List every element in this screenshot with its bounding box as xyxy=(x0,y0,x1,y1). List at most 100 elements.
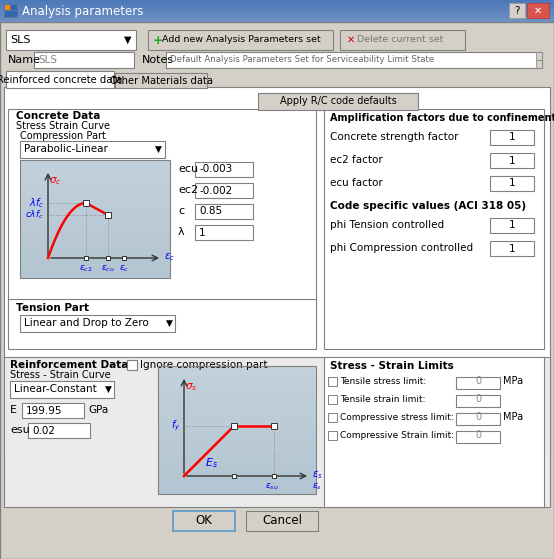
Text: $c\lambda f_c$: $c\lambda f_c$ xyxy=(25,209,44,221)
FancyBboxPatch shape xyxy=(20,187,170,188)
Text: Compression Part: Compression Part xyxy=(20,131,106,141)
FancyBboxPatch shape xyxy=(20,257,170,258)
FancyBboxPatch shape xyxy=(0,15,554,16)
FancyBboxPatch shape xyxy=(158,369,316,370)
FancyBboxPatch shape xyxy=(20,189,170,190)
FancyBboxPatch shape xyxy=(158,442,316,443)
FancyBboxPatch shape xyxy=(158,455,316,456)
FancyBboxPatch shape xyxy=(158,421,316,422)
FancyBboxPatch shape xyxy=(6,30,136,50)
FancyBboxPatch shape xyxy=(158,409,316,410)
FancyBboxPatch shape xyxy=(158,420,316,421)
FancyBboxPatch shape xyxy=(0,20,554,21)
FancyBboxPatch shape xyxy=(20,237,170,238)
Text: Amplification factors due to confinement: Amplification factors due to confinement xyxy=(330,113,554,123)
Text: phi Compression controlled: phi Compression controlled xyxy=(330,243,473,253)
FancyBboxPatch shape xyxy=(20,166,170,167)
FancyBboxPatch shape xyxy=(20,259,170,260)
FancyBboxPatch shape xyxy=(20,261,170,262)
FancyBboxPatch shape xyxy=(20,213,170,214)
FancyBboxPatch shape xyxy=(456,377,500,389)
Text: Delete current set: Delete current set xyxy=(357,36,443,45)
FancyBboxPatch shape xyxy=(490,218,534,233)
FancyBboxPatch shape xyxy=(158,467,316,468)
FancyBboxPatch shape xyxy=(20,218,170,219)
FancyBboxPatch shape xyxy=(158,403,316,404)
FancyBboxPatch shape xyxy=(158,439,316,440)
Text: $\varepsilon_{cu}$: $\varepsilon_{cu}$ xyxy=(101,263,115,273)
FancyBboxPatch shape xyxy=(20,214,170,215)
FancyBboxPatch shape xyxy=(158,399,316,400)
FancyBboxPatch shape xyxy=(20,249,170,250)
FancyBboxPatch shape xyxy=(20,272,170,273)
FancyBboxPatch shape xyxy=(20,203,170,204)
FancyBboxPatch shape xyxy=(158,385,316,386)
Text: -0.003: -0.003 xyxy=(199,164,232,174)
FancyBboxPatch shape xyxy=(158,366,316,367)
FancyBboxPatch shape xyxy=(20,176,170,177)
FancyBboxPatch shape xyxy=(158,370,316,371)
FancyBboxPatch shape xyxy=(20,215,170,216)
FancyBboxPatch shape xyxy=(158,404,316,405)
FancyBboxPatch shape xyxy=(0,17,554,18)
Text: ec2 factor: ec2 factor xyxy=(330,155,383,165)
FancyBboxPatch shape xyxy=(20,315,175,332)
Text: Tension Part: Tension Part xyxy=(16,303,89,313)
FancyBboxPatch shape xyxy=(158,445,316,446)
FancyBboxPatch shape xyxy=(271,423,277,429)
Text: -0.002: -0.002 xyxy=(199,186,232,196)
FancyBboxPatch shape xyxy=(158,456,316,457)
FancyBboxPatch shape xyxy=(28,423,90,438)
FancyBboxPatch shape xyxy=(158,472,316,473)
FancyBboxPatch shape xyxy=(8,299,316,349)
Text: Name: Name xyxy=(8,55,41,65)
Text: ▼: ▼ xyxy=(155,145,161,154)
FancyBboxPatch shape xyxy=(20,185,170,186)
FancyBboxPatch shape xyxy=(231,423,237,429)
FancyBboxPatch shape xyxy=(158,424,316,425)
FancyBboxPatch shape xyxy=(0,11,554,12)
FancyBboxPatch shape xyxy=(195,204,253,219)
FancyBboxPatch shape xyxy=(166,52,542,68)
FancyBboxPatch shape xyxy=(158,477,316,478)
FancyBboxPatch shape xyxy=(158,394,316,395)
FancyBboxPatch shape xyxy=(158,408,316,409)
FancyBboxPatch shape xyxy=(158,436,316,437)
FancyBboxPatch shape xyxy=(20,262,170,263)
FancyBboxPatch shape xyxy=(158,451,316,452)
Text: GPa: GPa xyxy=(88,405,108,415)
FancyBboxPatch shape xyxy=(0,1,554,2)
FancyBboxPatch shape xyxy=(158,459,316,460)
FancyBboxPatch shape xyxy=(0,12,554,13)
FancyBboxPatch shape xyxy=(158,474,316,475)
FancyBboxPatch shape xyxy=(20,268,170,269)
FancyBboxPatch shape xyxy=(158,484,316,485)
FancyBboxPatch shape xyxy=(20,217,170,218)
FancyBboxPatch shape xyxy=(158,380,316,381)
FancyBboxPatch shape xyxy=(20,246,170,247)
FancyBboxPatch shape xyxy=(158,396,316,397)
Text: phi Tension controlled: phi Tension controlled xyxy=(330,220,444,230)
FancyBboxPatch shape xyxy=(20,235,170,236)
FancyBboxPatch shape xyxy=(20,211,170,212)
FancyBboxPatch shape xyxy=(20,194,170,195)
FancyBboxPatch shape xyxy=(20,173,170,174)
FancyBboxPatch shape xyxy=(4,87,550,455)
FancyBboxPatch shape xyxy=(20,178,170,179)
FancyBboxPatch shape xyxy=(20,260,170,261)
Text: ✕: ✕ xyxy=(534,6,542,16)
FancyBboxPatch shape xyxy=(20,258,170,259)
Text: Reinforced concrete data: Reinforced concrete data xyxy=(0,75,122,85)
FancyBboxPatch shape xyxy=(158,476,316,477)
Text: ec2: ec2 xyxy=(178,185,198,195)
FancyBboxPatch shape xyxy=(83,200,89,206)
FancyBboxPatch shape xyxy=(158,416,316,417)
FancyBboxPatch shape xyxy=(328,413,337,422)
FancyBboxPatch shape xyxy=(158,387,316,388)
Text: Analysis parameters: Analysis parameters xyxy=(22,4,143,17)
FancyBboxPatch shape xyxy=(158,368,316,369)
FancyBboxPatch shape xyxy=(20,162,170,163)
Text: 1: 1 xyxy=(509,244,515,253)
FancyBboxPatch shape xyxy=(20,182,170,183)
FancyBboxPatch shape xyxy=(0,9,554,10)
